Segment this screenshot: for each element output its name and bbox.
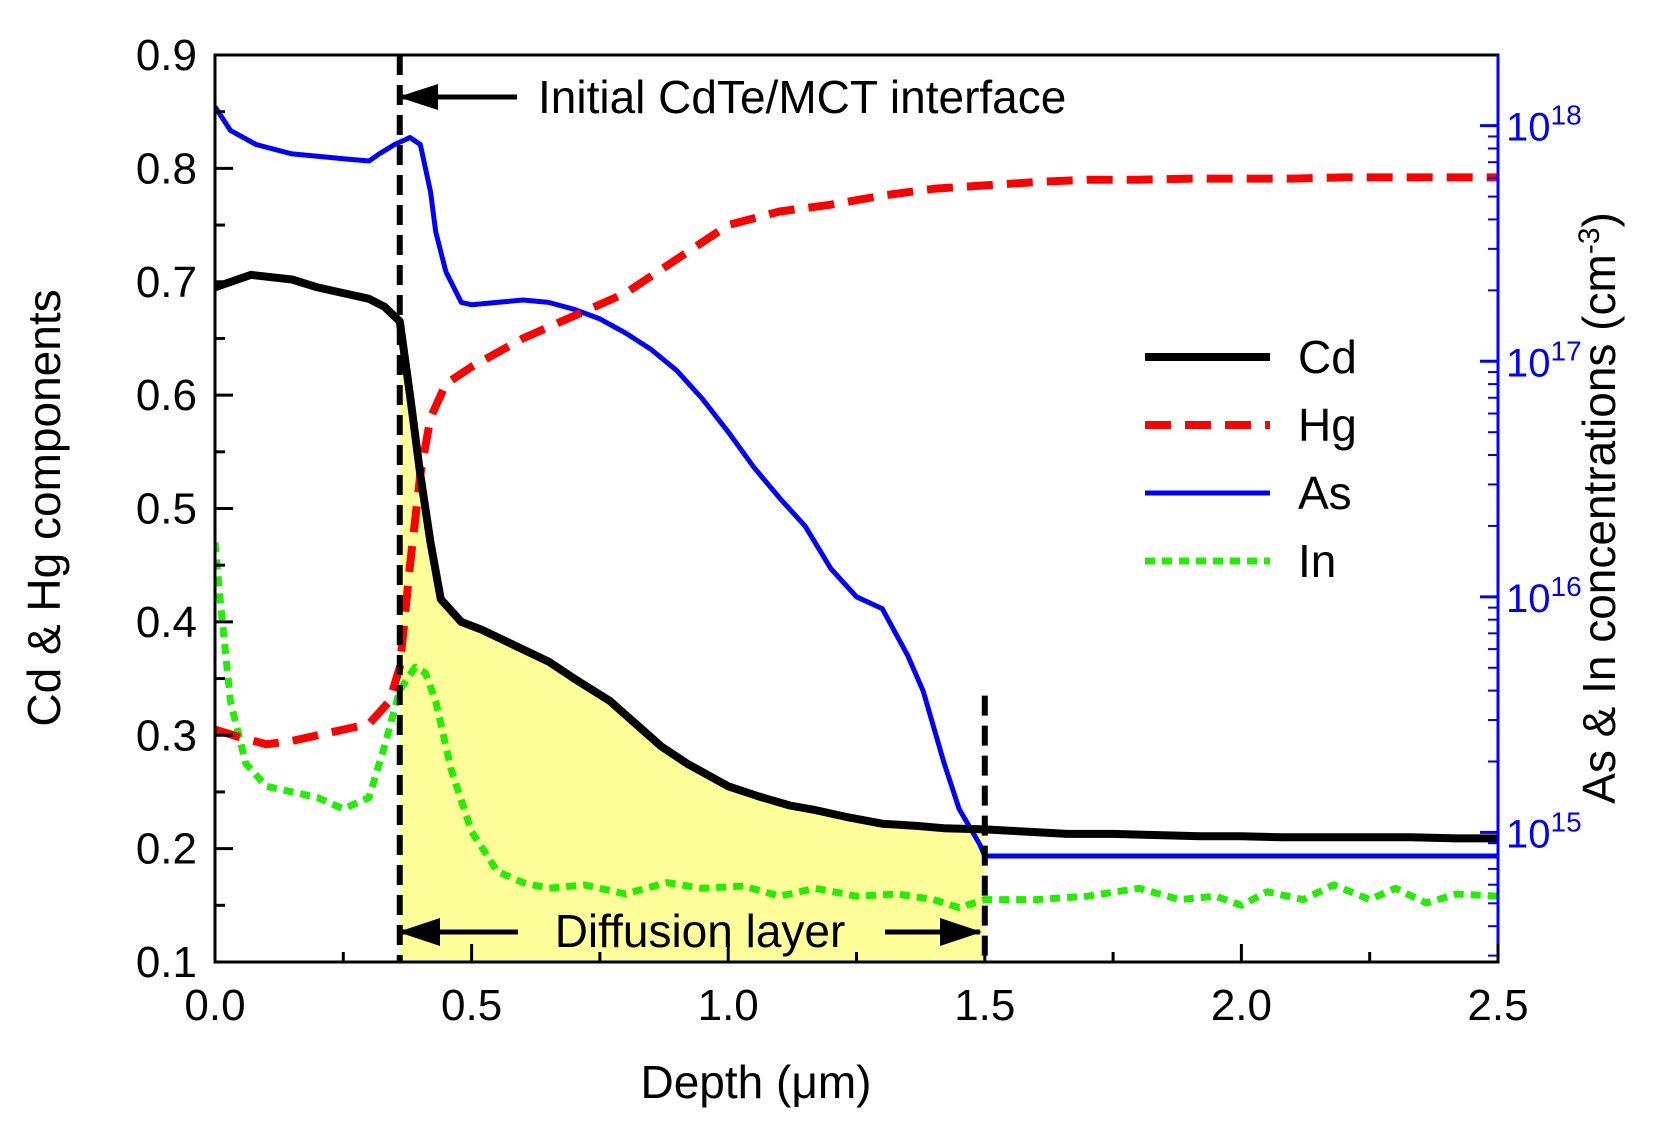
y-ticks: 0.1 0.2 0.3 0.4 0.5 0.6 0.7 0.8 0.9 xyxy=(136,31,233,987)
legend-label-in: In xyxy=(1298,535,1336,587)
series-hg-line xyxy=(215,173,1498,749)
y2-tick-label: 1015 xyxy=(1506,806,1582,856)
legend: Cd Hg As In xyxy=(1145,331,1357,587)
x-tick-label: 2.5 xyxy=(1467,981,1528,1030)
y2-axis-title-end: ) xyxy=(1573,212,1625,227)
legend-label-cd: Cd xyxy=(1298,331,1357,383)
y-tick-label: 0.8 xyxy=(136,144,197,193)
series-layer xyxy=(215,105,1498,912)
y2-tick-label: 1018 xyxy=(1506,100,1582,150)
y2-tick-label: 1016 xyxy=(1506,571,1582,621)
x-tick-label: 1.5 xyxy=(954,981,1015,1030)
diffusion-annotation: Diffusion layer xyxy=(398,905,982,957)
diffusion-arrow-left xyxy=(398,918,440,946)
x-ticks: 0.0 0.5 1.0 1.5 2.0 2.5 xyxy=(184,944,1529,1030)
y2-tick-label: 1017 xyxy=(1506,335,1582,385)
y-tick-label: 0.6 xyxy=(136,371,197,420)
diffusion-arrow-right xyxy=(940,918,982,946)
interface-arrow-head xyxy=(398,84,438,110)
x-tick-label: 1.0 xyxy=(698,981,759,1030)
y2-ticks: 1015 1016 1017 1018 xyxy=(1480,100,1582,957)
legend-label-hg: Hg xyxy=(1298,399,1357,451)
x-tick-label: 0.0 xyxy=(184,981,245,1030)
legend-label-as: As xyxy=(1298,467,1352,519)
y-tick-label: 0.5 xyxy=(136,485,197,534)
y2-axis-title-sup: -3 xyxy=(1573,227,1606,254)
series-cd-line xyxy=(215,270,1498,843)
x-tick-label: 2.0 xyxy=(1211,981,1272,1030)
diffusion-annotation-text: Diffusion layer xyxy=(555,905,846,957)
y-tick-label: 0.9 xyxy=(136,31,197,80)
y2-axis-title: As & In concentrations (cm-3) xyxy=(1573,212,1625,804)
x-axis-title: Depth (μm) xyxy=(641,1056,872,1108)
y-tick-label: 0.7 xyxy=(136,258,197,307)
y-tick-label: 0.2 xyxy=(136,825,197,874)
series-in-line xyxy=(215,542,1498,912)
y-tick-label: 0.3 xyxy=(136,711,197,760)
x-tick-label: 0.5 xyxy=(441,981,502,1030)
interface-annotation-text: Initial CdTe/MCT interface xyxy=(538,71,1066,123)
y-tick-label: 0.4 xyxy=(136,598,197,647)
y-axis-title: Cd & Hg components xyxy=(18,289,70,726)
series-as-line xyxy=(215,105,1498,859)
interface-annotation: Initial CdTe/MCT interface xyxy=(398,71,1066,123)
diffusion-layer-fill xyxy=(399,321,985,962)
y2-axis-title-main: As & In concentrations (cm xyxy=(1573,254,1625,804)
y-tick-label: 0.1 xyxy=(136,938,197,987)
